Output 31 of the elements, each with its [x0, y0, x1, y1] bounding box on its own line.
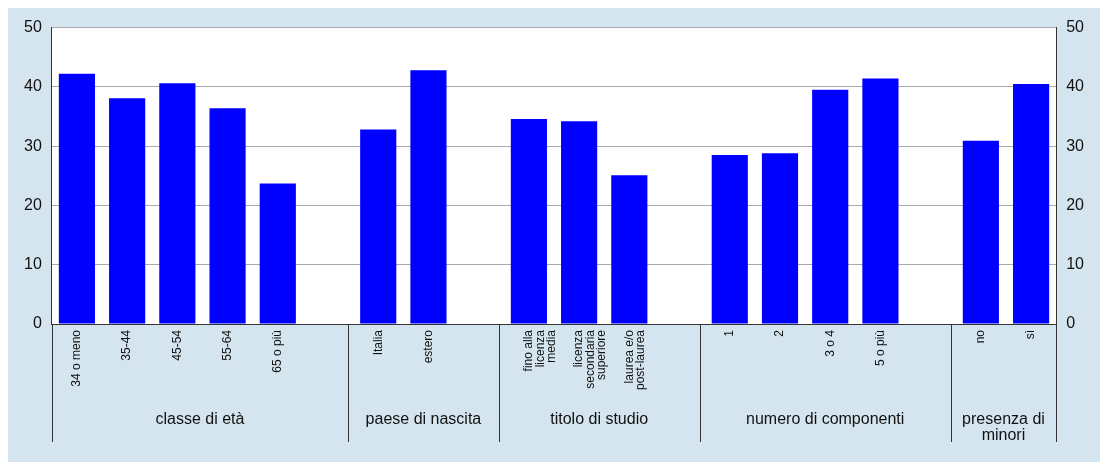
- y-tick-label: 50: [24, 18, 42, 36]
- x-tick-label: 1: [722, 329, 737, 337]
- y-tick-label: 40: [24, 77, 42, 95]
- text: paese di nascita: [365, 410, 482, 428]
- text: numero di componenti: [746, 410, 905, 428]
- x-tick-label: 34 o meno: [69, 329, 84, 387]
- x-tick-label: sì: [1023, 330, 1038, 340]
- x-tick-label: estero: [420, 329, 435, 364]
- x-tick-label: 3 o 4: [822, 329, 837, 357]
- y-tick-label: 30: [24, 136, 42, 154]
- x-tick-label: 2: [772, 329, 787, 337]
- y-tick-label: 20: [24, 195, 42, 213]
- x-tick-label: 55-64: [219, 329, 234, 361]
- x-tick-label: fino alla licenza media: [521, 329, 558, 372]
- x-tick-label: 35-44: [119, 329, 134, 361]
- x-tick-label: 65 o più: [270, 330, 285, 373]
- y-tick-label: 0: [32, 314, 42, 332]
- text: titolo di studio: [550, 410, 649, 428]
- text: classe di età: [155, 410, 245, 428]
- y2-tick-label: 0: [1066, 314, 1076, 332]
- y2-tick-label: 40: [1066, 77, 1085, 95]
- y-tick-label: 10: [24, 255, 42, 273]
- y2-tick-label: 20: [1066, 195, 1085, 213]
- y2-tick-label: 30: [1066, 136, 1085, 154]
- x-tick-label: no: [973, 329, 988, 344]
- y2-tick-label: 50: [1066, 18, 1085, 36]
- x-tick-label: Italia: [370, 329, 385, 356]
- y2-tick-label: 10: [1066, 255, 1085, 273]
- x-tick-label: 5 o più: [872, 330, 887, 367]
- x-tick-label: 45-54: [169, 329, 184, 361]
- text: presenza di minori: [962, 410, 1045, 444]
